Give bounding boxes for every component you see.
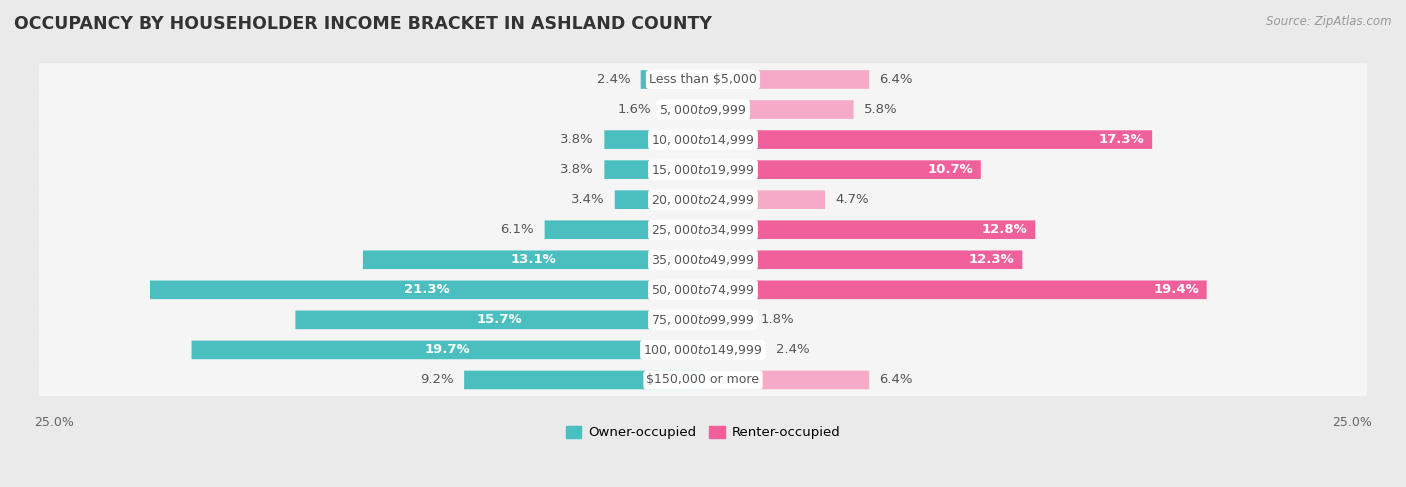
- Text: 21.3%: 21.3%: [404, 283, 450, 296]
- FancyBboxPatch shape: [703, 100, 853, 119]
- Text: 13.1%: 13.1%: [510, 253, 555, 266]
- Text: $15,000 to $19,999: $15,000 to $19,999: [651, 163, 755, 177]
- Text: 12.8%: 12.8%: [981, 223, 1028, 236]
- Text: 12.3%: 12.3%: [969, 253, 1015, 266]
- FancyBboxPatch shape: [703, 281, 1206, 299]
- Text: 3.8%: 3.8%: [561, 133, 593, 146]
- Text: 2.4%: 2.4%: [776, 343, 810, 356]
- Text: 9.2%: 9.2%: [420, 374, 454, 387]
- Text: 17.3%: 17.3%: [1098, 133, 1144, 146]
- Text: $20,000 to $24,999: $20,000 to $24,999: [651, 193, 755, 206]
- FancyBboxPatch shape: [605, 131, 703, 149]
- FancyBboxPatch shape: [39, 274, 1367, 306]
- Text: $50,000 to $74,999: $50,000 to $74,999: [651, 283, 755, 297]
- FancyBboxPatch shape: [544, 221, 703, 239]
- FancyBboxPatch shape: [614, 190, 703, 209]
- Text: 6.4%: 6.4%: [880, 73, 912, 86]
- FancyBboxPatch shape: [464, 371, 703, 389]
- FancyBboxPatch shape: [295, 311, 703, 329]
- FancyBboxPatch shape: [39, 184, 1367, 216]
- FancyBboxPatch shape: [150, 281, 703, 299]
- Text: 2.4%: 2.4%: [596, 73, 630, 86]
- FancyBboxPatch shape: [39, 94, 1367, 126]
- Text: $5,000 to $9,999: $5,000 to $9,999: [659, 103, 747, 116]
- Text: 10.7%: 10.7%: [928, 163, 973, 176]
- Text: 3.4%: 3.4%: [571, 193, 605, 206]
- Text: $150,000 or more: $150,000 or more: [647, 374, 759, 387]
- FancyBboxPatch shape: [39, 244, 1367, 276]
- FancyBboxPatch shape: [703, 70, 869, 89]
- FancyBboxPatch shape: [703, 190, 825, 209]
- Text: Less than $5,000: Less than $5,000: [650, 73, 756, 86]
- FancyBboxPatch shape: [703, 221, 1035, 239]
- Text: 1.6%: 1.6%: [617, 103, 651, 116]
- FancyBboxPatch shape: [703, 250, 1022, 269]
- Text: 4.7%: 4.7%: [835, 193, 869, 206]
- FancyBboxPatch shape: [641, 70, 703, 89]
- FancyBboxPatch shape: [39, 303, 1367, 336]
- Text: 19.4%: 19.4%: [1153, 283, 1199, 296]
- FancyBboxPatch shape: [39, 364, 1367, 396]
- FancyBboxPatch shape: [605, 160, 703, 179]
- FancyBboxPatch shape: [661, 100, 703, 119]
- FancyBboxPatch shape: [39, 63, 1367, 96]
- Text: $35,000 to $49,999: $35,000 to $49,999: [651, 253, 755, 267]
- FancyBboxPatch shape: [703, 311, 749, 329]
- FancyBboxPatch shape: [703, 340, 765, 359]
- Text: 6.4%: 6.4%: [880, 374, 912, 387]
- Text: $25,000 to $34,999: $25,000 to $34,999: [651, 223, 755, 237]
- FancyBboxPatch shape: [703, 131, 1152, 149]
- FancyBboxPatch shape: [39, 334, 1367, 366]
- FancyBboxPatch shape: [363, 250, 703, 269]
- Text: Source: ZipAtlas.com: Source: ZipAtlas.com: [1267, 15, 1392, 28]
- Text: $75,000 to $99,999: $75,000 to $99,999: [651, 313, 755, 327]
- Text: 6.1%: 6.1%: [501, 223, 534, 236]
- Text: $100,000 to $149,999: $100,000 to $149,999: [644, 343, 762, 357]
- Text: $10,000 to $14,999: $10,000 to $14,999: [651, 132, 755, 147]
- Text: OCCUPANCY BY HOUSEHOLDER INCOME BRACKET IN ASHLAND COUNTY: OCCUPANCY BY HOUSEHOLDER INCOME BRACKET …: [14, 15, 711, 33]
- Text: 15.7%: 15.7%: [477, 313, 522, 326]
- FancyBboxPatch shape: [39, 213, 1367, 246]
- Legend: Owner-occupied, Renter-occupied: Owner-occupied, Renter-occupied: [560, 421, 846, 445]
- Text: 5.8%: 5.8%: [863, 103, 897, 116]
- FancyBboxPatch shape: [703, 371, 869, 389]
- Text: 1.8%: 1.8%: [761, 313, 794, 326]
- Text: 19.7%: 19.7%: [425, 343, 470, 356]
- FancyBboxPatch shape: [191, 340, 703, 359]
- FancyBboxPatch shape: [39, 123, 1367, 156]
- FancyBboxPatch shape: [39, 153, 1367, 186]
- FancyBboxPatch shape: [703, 160, 981, 179]
- Text: 3.8%: 3.8%: [561, 163, 593, 176]
